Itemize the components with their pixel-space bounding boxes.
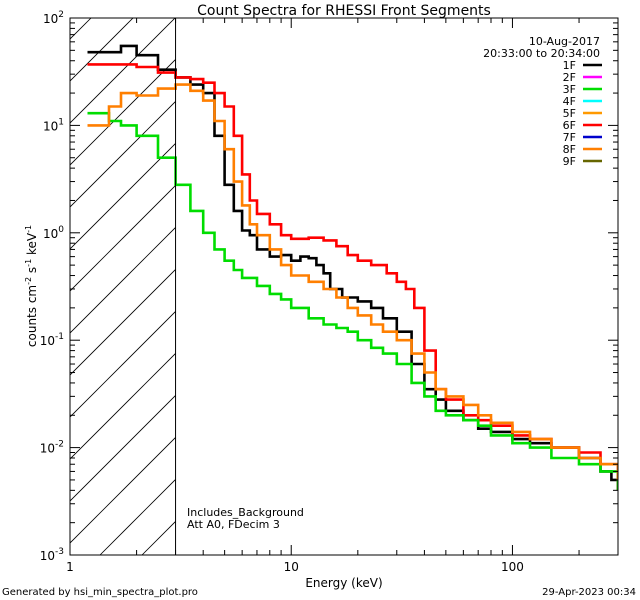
x-axis-label: Energy (keV): [305, 576, 382, 590]
legend-label-5F: 5F: [563, 107, 576, 120]
y-tick-label: 10-1: [40, 332, 64, 348]
series-line-1F: [87, 44, 618, 491]
legend-label-3F: 3F: [563, 83, 576, 96]
hatch-line: [70, 184, 176, 292]
annotation-attenuator: Att A0, FDecim 3: [187, 518, 280, 531]
plot-frame: [69, 17, 619, 556]
hatch-line: [70, 436, 176, 544]
hatch-line: [70, 352, 176, 460]
footer-generated-by: Generated by hsi_min_spectra_plot.pro: [2, 587, 198, 598]
y-tick-label: 10-3: [40, 547, 64, 563]
y-tick-label: 10-2: [40, 440, 64, 456]
hatch-line: [70, 226, 176, 334]
y-label-exp1: -2: [24, 277, 33, 285]
series-line-3F: [87, 111, 618, 491]
y-label-mid: s: [25, 267, 39, 277]
x-tick-label: 10: [284, 560, 299, 574]
x-tick-label: 1: [66, 560, 74, 574]
y-label-exp3: -1: [24, 225, 33, 233]
y-label-mid2: keV: [25, 232, 39, 259]
y-axis-label-group: counts cm-2 s-1 keV-1: [24, 225, 39, 347]
x-tick-label: 100: [501, 560, 524, 574]
legend: 10-Aug-2017 20:33:00 to 20:34:00 1F2F3F4…: [483, 35, 602, 168]
y-tick-label: 101: [43, 117, 64, 133]
legend-label-7F: 7F: [563, 131, 576, 144]
legend-label-4F: 4F: [563, 95, 576, 108]
legend-label-1F: 1F: [563, 59, 576, 72]
series-line-8F: [87, 83, 618, 480]
chart-title: Count Spectra for RHESSI Front Segments: [197, 3, 491, 19]
y-axis-label: counts cm-2 s-1 keV-1: [24, 225, 39, 347]
y-label-exp2: -1: [24, 259, 33, 267]
legend-label-2F: 2F: [563, 71, 576, 84]
annotation-background: Includes_Background: [187, 506, 304, 519]
y-tick-label: 100: [43, 225, 64, 241]
y-label-base: counts cm: [25, 285, 39, 347]
hatch-line: [70, 394, 176, 502]
legend-label-9F: 9F: [563, 155, 576, 168]
y-tick-label: 102: [43, 10, 64, 26]
series-group: [87, 44, 618, 491]
axes: 1 10 100 10-3 10-2 10-1 100 101 102: [40, 10, 619, 574]
hatch-line: [70, 18, 134, 82]
legend-label-8F: 8F: [563, 143, 576, 156]
footer-timestamp: 29-Apr-2023 00:34: [542, 587, 636, 598]
legend-time-range: 20:33:00 to 20:34:00: [483, 47, 600, 60]
legend-label-6F: 6F: [563, 119, 576, 132]
legend-date: 10-Aug-2017: [529, 35, 600, 48]
